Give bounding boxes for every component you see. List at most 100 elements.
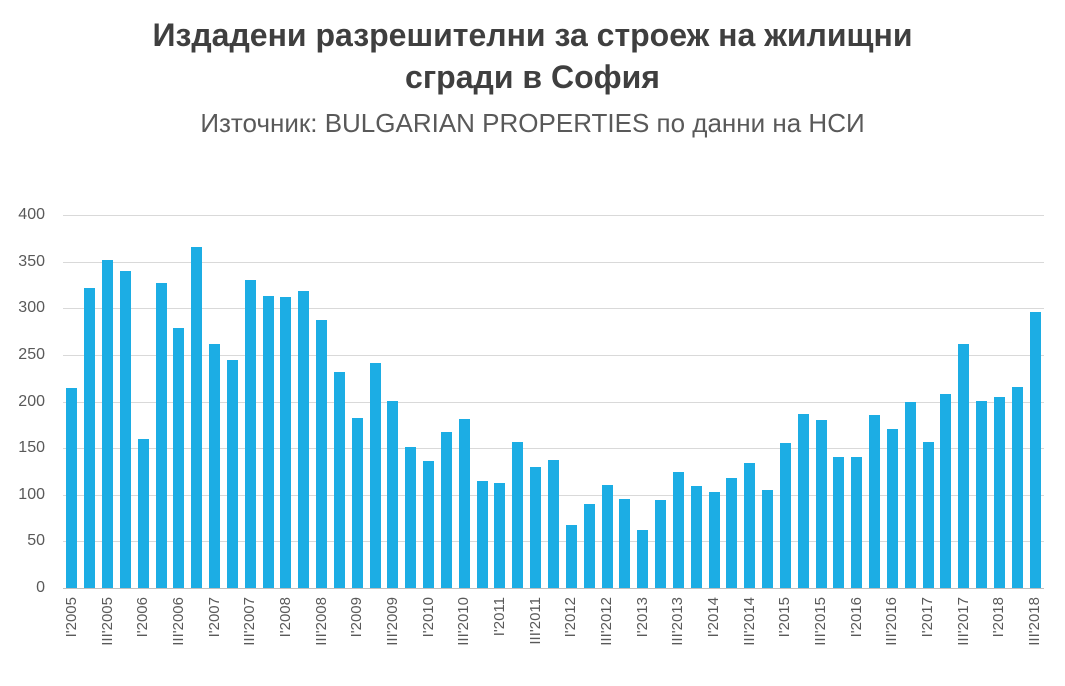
x-axis-tick-label: I'2016 (847, 597, 865, 638)
bar (601, 484, 613, 588)
bar (583, 504, 595, 588)
x-axis-tick-label: I'2015 (776, 597, 794, 638)
bar (84, 287, 96, 588)
bar (833, 456, 845, 588)
gridline (63, 308, 1044, 310)
bar (298, 290, 310, 588)
x-axis-tick-label: I'2008 (276, 597, 294, 638)
x-axis-tick-label: III'2012 (598, 597, 615, 646)
bar (958, 343, 970, 588)
bar (655, 500, 667, 588)
x-axis-tick-label: I'2018 (990, 597, 1008, 638)
bar (137, 438, 149, 588)
y-axis-tick-label: 0 (36, 579, 45, 596)
bar (66, 388, 78, 588)
x-axis-tick-label: III'2006 (169, 597, 187, 646)
gridline (63, 354, 1044, 356)
x-axis-tick-label: III'2014 (740, 597, 758, 646)
bar (102, 259, 114, 588)
bar (440, 432, 452, 588)
bar (226, 360, 238, 588)
y-axis-tick-label: 200 (18, 392, 45, 410)
bar (922, 441, 934, 588)
x-axis-tick-label: III'2007 (241, 597, 259, 646)
bar (351, 418, 363, 588)
chart-title: Издадени разрешителни за строеж на жилищ… (0, 14, 1065, 98)
x-axis-tick-label: III'2008 (312, 597, 330, 646)
x-axis-tick-label: I'2013 (633, 597, 651, 638)
bar (119, 270, 131, 588)
bar (262, 296, 274, 588)
x-axis-tick-label: I'2014 (705, 597, 723, 638)
bar (173, 327, 185, 588)
chart-title-line2: сгради в София (405, 59, 660, 95)
gridline (63, 261, 1044, 263)
bar (869, 414, 881, 588)
y-axis-tick-label: 350 (18, 252, 45, 270)
chart-title-line1: Издадени разрешителни за строеж на жилищ… (152, 17, 913, 53)
x-axis-tick-label: III'2013 (669, 597, 687, 646)
bar (690, 486, 702, 588)
chart-subtitle: Източник: BULGARIAN PROPERTIES по данни … (200, 108, 865, 138)
bar (209, 343, 221, 588)
x-axis-tick-label: I'2012 (562, 597, 580, 638)
bar (726, 477, 738, 588)
bar (797, 413, 809, 588)
x-axis-tick-label: III'2018 (1026, 597, 1044, 646)
bar (458, 419, 470, 588)
x-axis-tick-label: III'2015 (812, 597, 830, 646)
gridline (63, 448, 1044, 450)
bar (672, 472, 684, 588)
y-axis-tick-label: 100 (18, 485, 45, 503)
bar (476, 480, 488, 588)
bar (244, 280, 256, 588)
bar (333, 371, 345, 588)
gridline (63, 401, 1044, 403)
bar (815, 420, 827, 588)
bar (280, 297, 292, 588)
bar (155, 283, 167, 588)
bar (619, 499, 631, 588)
plot-area (63, 215, 1044, 589)
bar (886, 429, 898, 588)
bar (1029, 311, 1041, 588)
bar (565, 524, 577, 588)
bar (762, 490, 774, 588)
x-axis-tick-label: I'2010 (419, 597, 437, 638)
x-axis-tick-label: I'2007 (205, 597, 223, 638)
bar (779, 443, 791, 588)
x-axis-tick-label: III'2017 (954, 597, 972, 646)
bar (530, 466, 542, 588)
bar (548, 460, 559, 588)
bar (494, 482, 506, 588)
x-axis-tick-label: III'2009 (383, 597, 401, 646)
gridline (63, 215, 1044, 216)
x-axis-tick-label: I'2011 (490, 597, 508, 637)
x-axis-tick-label: III'2016 (883, 597, 901, 646)
y-axis-tick-label: 250 (18, 345, 45, 363)
x-axis-tick-label: I'2006 (134, 597, 152, 638)
x-axis-tick-label: III'2005 (98, 597, 116, 646)
bar (851, 457, 863, 588)
x-axis-line (63, 588, 1044, 589)
bar (191, 246, 203, 588)
x-axis-tick-label: III'2011 (526, 597, 544, 645)
bar (423, 461, 435, 588)
x-axis-tick-label: I'2017 (919, 597, 937, 638)
bar (1011, 386, 1023, 588)
bar (708, 491, 720, 588)
x-axis-tick-label: III'2010 (455, 597, 473, 646)
y-axis-tick-label: 300 (18, 299, 45, 317)
bar (940, 394, 952, 588)
bar (993, 396, 1005, 588)
bar (387, 400, 399, 588)
bar (405, 447, 417, 588)
bar (512, 441, 524, 588)
x-axis-tick-label: I'2005 (62, 597, 80, 638)
bar (369, 363, 381, 588)
bar (904, 401, 916, 588)
y-axis-tick-label: 150 (18, 439, 45, 457)
x-axis-tick-label: I'2009 (348, 597, 366, 638)
bar (637, 530, 649, 588)
